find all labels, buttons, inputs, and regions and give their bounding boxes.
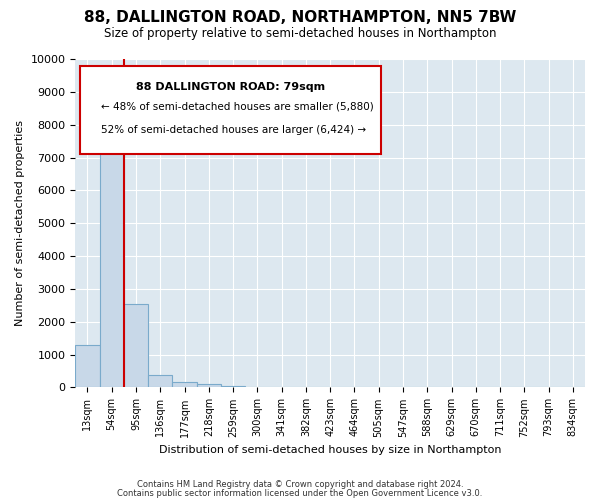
Bar [124,304,148,388]
Text: 88 DALLINGTON ROAD: 79sqm: 88 DALLINGTON ROAD: 79sqm [136,82,325,92]
Text: Contains HM Land Registry data © Crown copyright and database right 2024.: Contains HM Land Registry data © Crown c… [137,480,463,489]
Text: Contains public sector information licensed under the Open Government Licence v3: Contains public sector information licen… [118,488,482,498]
Bar [172,382,197,388]
Text: 52% of semi-detached houses are larger (6,424) →: 52% of semi-detached houses are larger (… [101,124,366,134]
Text: Size of property relative to semi-detached houses in Northampton: Size of property relative to semi-detach… [104,28,496,40]
Bar [75,344,100,388]
Y-axis label: Number of semi-detached properties: Number of semi-detached properties [15,120,25,326]
Text: 88, DALLINGTON ROAD, NORTHAMPTON, NN5 7BW: 88, DALLINGTON ROAD, NORTHAMPTON, NN5 7B… [84,10,516,25]
FancyBboxPatch shape [80,66,381,154]
Text: ← 48% of semi-detached houses are smaller (5,880): ← 48% of semi-detached houses are smalle… [101,102,374,112]
X-axis label: Distribution of semi-detached houses by size in Northampton: Distribution of semi-detached houses by … [159,445,502,455]
Bar [221,386,245,388]
Bar [197,384,221,388]
Bar [148,374,172,388]
Bar [100,123,124,388]
